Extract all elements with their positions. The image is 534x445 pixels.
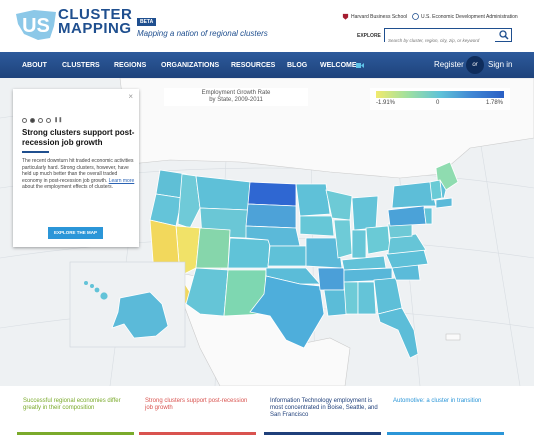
nav-resources[interactable]: RESOURCES	[231, 62, 276, 69]
story-card-2[interactable]: Strong clusters support post-recession j…	[139, 391, 256, 435]
panel-body-end: about the employment effects of clusters…	[22, 184, 114, 191]
header: US CLUSTER MAPPING BETA Mapping a nation…	[0, 0, 534, 52]
legend-gradient	[376, 91, 504, 98]
story-card-1[interactable]: Successful regional economies differ gre…	[17, 391, 134, 435]
state-in[interactable]	[351, 229, 367, 259]
partner-hbs-label: Harvard Business School	[351, 13, 408, 20]
legend-title-line2: by State, 2009-2011	[209, 97, 263, 103]
story-card-1-bar	[17, 432, 134, 435]
partner-hbs[interactable]: Harvard Business School	[342, 13, 407, 20]
tagline: Mapping a nation of regional clusters	[137, 29, 268, 38]
search-input[interactable]	[385, 34, 495, 47]
beta-badge: BETA	[137, 18, 157, 26]
carousel-dot-active[interactable]	[30, 117, 35, 123]
register-link[interactable]: Register	[434, 60, 464, 69]
panel-body: The recent downturn hit traded economic …	[22, 158, 137, 191]
state-mt[interactable]	[195, 175, 251, 211]
legend-max: 1.78%	[486, 100, 504, 106]
eda-seal-icon	[412, 13, 419, 20]
panel-title: Strong clusters support post-recession j…	[22, 128, 135, 147]
story-card-3[interactable]: Information Technology employment is mos…	[264, 391, 381, 435]
state-az[interactable]	[185, 267, 229, 317]
learn-more-link[interactable]: Learn more	[108, 177, 135, 184]
state-nd[interactable]	[247, 181, 297, 207]
main-nav: ABOUT CLUSTERS REGIONS ORGANIZATIONS RES…	[0, 52, 534, 78]
logo-line1: CLUSTER	[58, 6, 133, 23]
carousel-dot[interactable]	[46, 117, 51, 123]
state-mi[interactable]	[351, 195, 379, 231]
story-card-3-text: Information Technology employment is mos…	[270, 398, 378, 419]
story-card-1-text: Successful regional economies differ gre…	[23, 398, 121, 412]
partner-eda[interactable]: U.S. Economic Development Administration	[412, 13, 518, 20]
state-ok[interactable]	[265, 267, 321, 285]
state-tx[interactable]	[249, 275, 325, 349]
hbs-shield-icon	[342, 13, 349, 20]
state-ny[interactable]	[391, 181, 437, 209]
svg-text:US: US	[22, 15, 50, 37]
signin-link[interactable]: Sign in	[488, 60, 513, 69]
us-logo-icon[interactable]: US	[14, 8, 58, 42]
state-ar[interactable]	[317, 267, 345, 291]
legend-mid: 0	[436, 100, 440, 106]
video-icon[interactable]	[356, 62, 364, 69]
or-badge: or	[466, 56, 484, 74]
state-nh[interactable]	[439, 179, 447, 199]
search-icon[interactable]	[499, 30, 509, 40]
pause-icon[interactable]: ❚❚	[54, 117, 63, 123]
state-id[interactable]	[177, 173, 201, 229]
state-ms[interactable]	[343, 281, 359, 315]
title-underline	[22, 151, 49, 153]
state-ut[interactable]	[195, 227, 231, 269]
nav-about[interactable]: ABOUT	[22, 62, 47, 69]
story-card-2-text: Strong clusters support post-recession j…	[145, 398, 248, 412]
state-pa[interactable]	[387, 205, 427, 227]
logo-line2: MAPPING	[58, 20, 132, 37]
explore-label: EXPLORE	[357, 33, 381, 39]
story-card-4-text: Automotive: a cluster in transition	[393, 398, 482, 404]
logo-text[interactable]: CLUSTER MAPPING	[58, 6, 133, 37]
state-fl[interactable]	[377, 307, 419, 359]
legend-title-line1: Employment Growth Rate	[201, 90, 271, 96]
panel-body-text: The recent downturn hit traded economic …	[22, 158, 134, 184]
state-oh[interactable]	[365, 225, 391, 255]
search-box	[384, 28, 512, 47]
state-sd[interactable]	[245, 203, 297, 229]
legend-min: -1.91%	[376, 100, 396, 106]
nav-clusters[interactable]: CLUSTERS	[62, 62, 100, 69]
story-card-2-bar	[139, 432, 256, 435]
legend-title: Employment Growth Rate by State, 2009-20…	[164, 88, 308, 106]
carousel-dot[interactable]	[38, 117, 43, 123]
story-card-4[interactable]: Automotive: a cluster in transition	[387, 391, 504, 435]
nav-organizations[interactable]: ORGANIZATIONS	[161, 62, 220, 69]
state-ma[interactable]	[435, 197, 453, 209]
explore-map-button[interactable]: EXPLORE THE MAP	[48, 227, 103, 239]
close-icon[interactable]: ×	[128, 92, 133, 101]
puerto-rico[interactable]	[445, 333, 461, 341]
nav-welcome[interactable]: WELCOME	[320, 62, 357, 69]
state-mn[interactable]	[295, 183, 331, 217]
state-ks[interactable]	[267, 245, 307, 267]
state-ky[interactable]	[341, 255, 387, 271]
color-legend: -1.91% 0 1.78%	[370, 88, 510, 110]
state-ga[interactable]	[373, 277, 403, 315]
state-ia[interactable]	[299, 215, 335, 237]
nav-blog[interactable]: BLOG	[287, 62, 308, 69]
nav-regions[interactable]: REGIONS	[114, 62, 147, 69]
state-wi[interactable]	[325, 189, 353, 221]
story-panel: × ❚❚ Strong clusters support post-recess…	[13, 89, 139, 247]
carousel-dots: ❚❚	[22, 117, 62, 123]
state-hi[interactable]	[84, 281, 108, 300]
state-nj[interactable]	[423, 207, 433, 225]
story-card-3-bar	[264, 432, 381, 435]
partner-eda-label: U.S. Economic Development Administration	[421, 13, 518, 20]
carousel-dot[interactable]	[22, 117, 27, 123]
state-co[interactable]	[227, 237, 271, 269]
state-ak[interactable]	[111, 291, 169, 339]
state-al[interactable]	[357, 281, 377, 315]
story-card-4-bar	[387, 432, 504, 435]
us-state-map[interactable]	[0, 78, 534, 386]
